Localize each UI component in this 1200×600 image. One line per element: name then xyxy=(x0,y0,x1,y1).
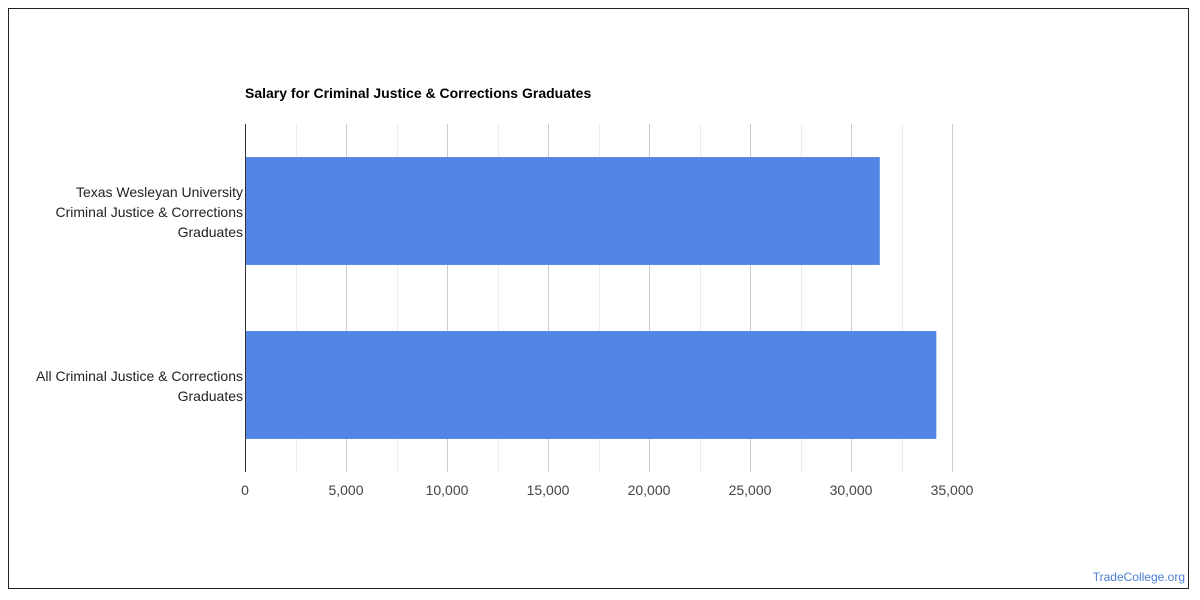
category-label-all-graduates: All Criminal Justice & Corrections Gradu… xyxy=(36,368,243,404)
chart-frame xyxy=(8,8,1189,589)
x-tick-label: 0 xyxy=(241,482,249,498)
x-axis-tick-labels: 0 5,000 10,000 15,000 20,000 25,000 30,000 35,0… xyxy=(241,482,974,498)
category-label-texas-wesleyan: Texas Wesleyan University Criminal Justi… xyxy=(55,184,244,240)
x-tick-label: 10,000 xyxy=(426,482,469,498)
chart-title: Salary for Criminal Justice & Correction… xyxy=(245,85,592,101)
bars xyxy=(245,157,937,439)
x-tick-label: 35,000 xyxy=(931,482,974,498)
bar-1[interactable] xyxy=(245,331,937,439)
x-tick-label: 30,000 xyxy=(830,482,873,498)
x-tick-label: 20,000 xyxy=(628,482,671,498)
x-tick-label: 5,000 xyxy=(328,482,363,498)
x-tick-label: 15,000 xyxy=(527,482,570,498)
x-tick-label: 25,000 xyxy=(729,482,772,498)
bar-0[interactable] xyxy=(245,157,880,265)
watermark-link[interactable]: TradeCollege.org xyxy=(1092,570,1185,584)
